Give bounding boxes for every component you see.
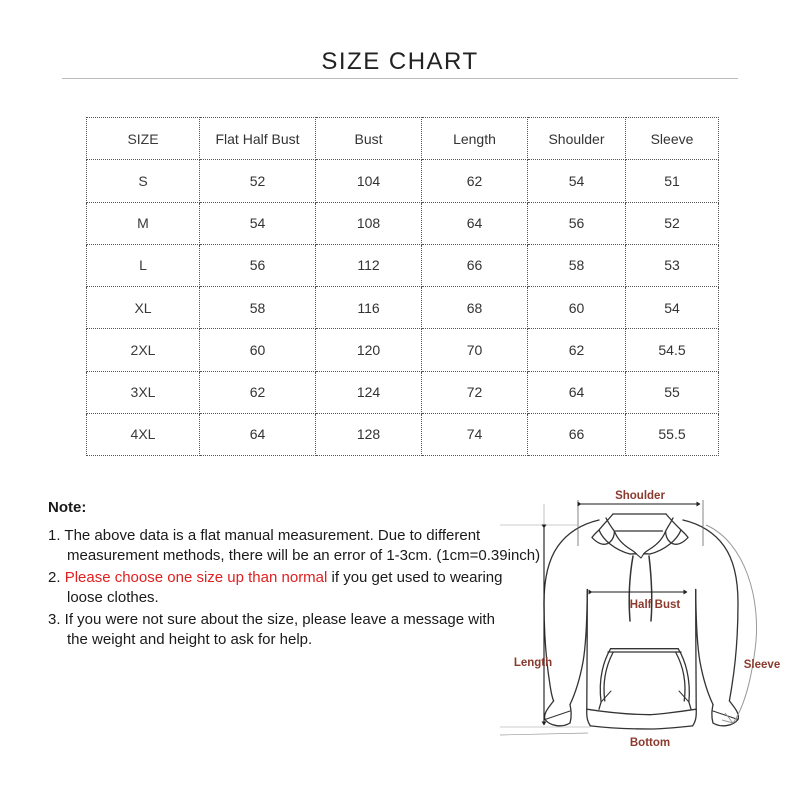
svg-text:Length: Length: [514, 657, 552, 669]
svg-text:Sleeve: Sleeve: [744, 659, 780, 671]
svg-text:Shoulder: Shoulder: [615, 490, 665, 502]
svg-text:Bottom: Bottom: [630, 737, 670, 749]
svg-text:Half Bust: Half Bust: [630, 599, 681, 611]
